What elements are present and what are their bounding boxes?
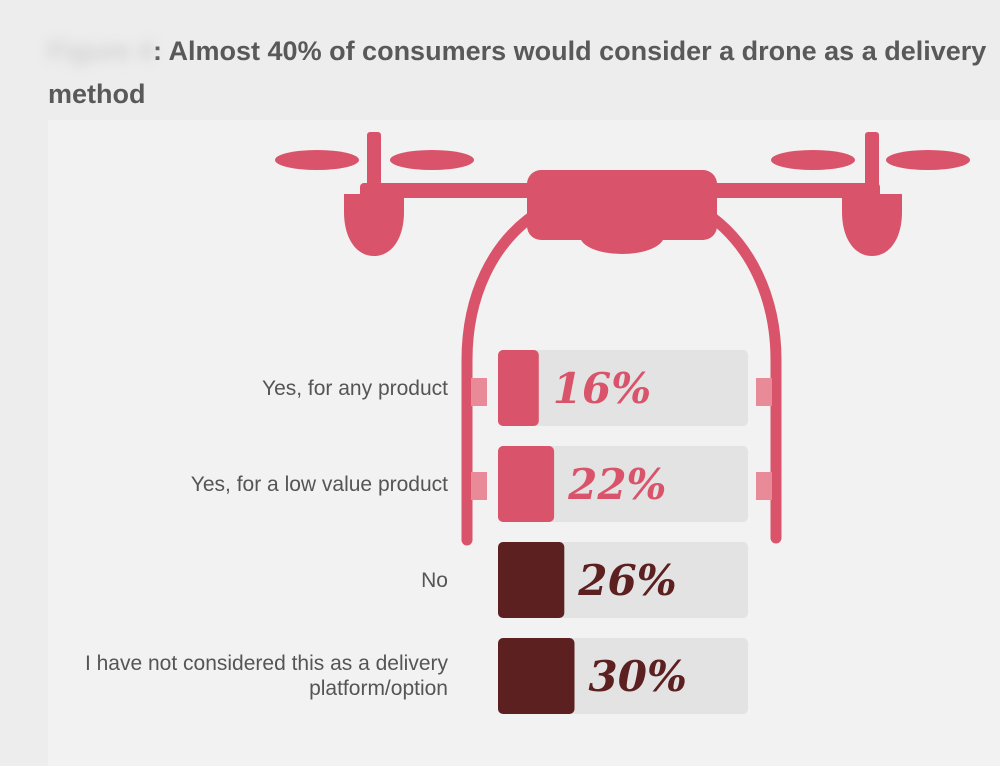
bar bbox=[498, 446, 555, 522]
drone-left-motor bbox=[344, 194, 404, 256]
bar bbox=[498, 638, 575, 714]
drone-body bbox=[527, 170, 717, 240]
bar-track bbox=[498, 446, 748, 522]
right-prop-blade-b bbox=[886, 150, 970, 170]
left-prop-blade-a bbox=[275, 150, 359, 170]
right-prop-blade-a bbox=[771, 150, 855, 170]
bar bbox=[498, 542, 565, 618]
left-leg-clip-2 bbox=[471, 472, 487, 500]
bar bbox=[498, 350, 539, 426]
category-label: Yes, for a low value product bbox=[190, 472, 448, 496]
bar-value-label: 22% bbox=[567, 460, 666, 509]
bar-value-label: 26% bbox=[577, 556, 676, 605]
left-leg-clip-1 bbox=[471, 378, 487, 406]
category-label: I have not considered this as a delivery… bbox=[84, 652, 448, 700]
category-label: No bbox=[421, 568, 448, 592]
chart-title: Figure 4: Almost 40% of consumers would … bbox=[48, 30, 988, 116]
drone-left-leg bbox=[461, 202, 551, 546]
drone-camera bbox=[580, 218, 664, 254]
bar-value-label: 16% bbox=[553, 364, 651, 413]
category-label: Yes, for any product bbox=[261, 376, 448, 400]
value-labels-layer: 16% 22% 26% 30% bbox=[553, 364, 687, 701]
drone-right-motor bbox=[842, 194, 902, 256]
left-prop-blade-b bbox=[390, 150, 474, 170]
title-text: : Almost 40% of consumers would consider… bbox=[48, 36, 987, 109]
bars-layer bbox=[498, 350, 748, 714]
right-leg-clip-1 bbox=[756, 378, 772, 406]
title-prefix: Figure 4 bbox=[48, 36, 154, 66]
right-leg-clip-2 bbox=[756, 472, 772, 500]
drone-illustration bbox=[275, 132, 970, 546]
bar-track bbox=[498, 350, 748, 426]
right-prop-mast bbox=[865, 132, 879, 196]
bar-value-label: 30% bbox=[589, 652, 687, 701]
left-prop-mast bbox=[367, 132, 381, 196]
drone-right-leg bbox=[692, 202, 782, 544]
